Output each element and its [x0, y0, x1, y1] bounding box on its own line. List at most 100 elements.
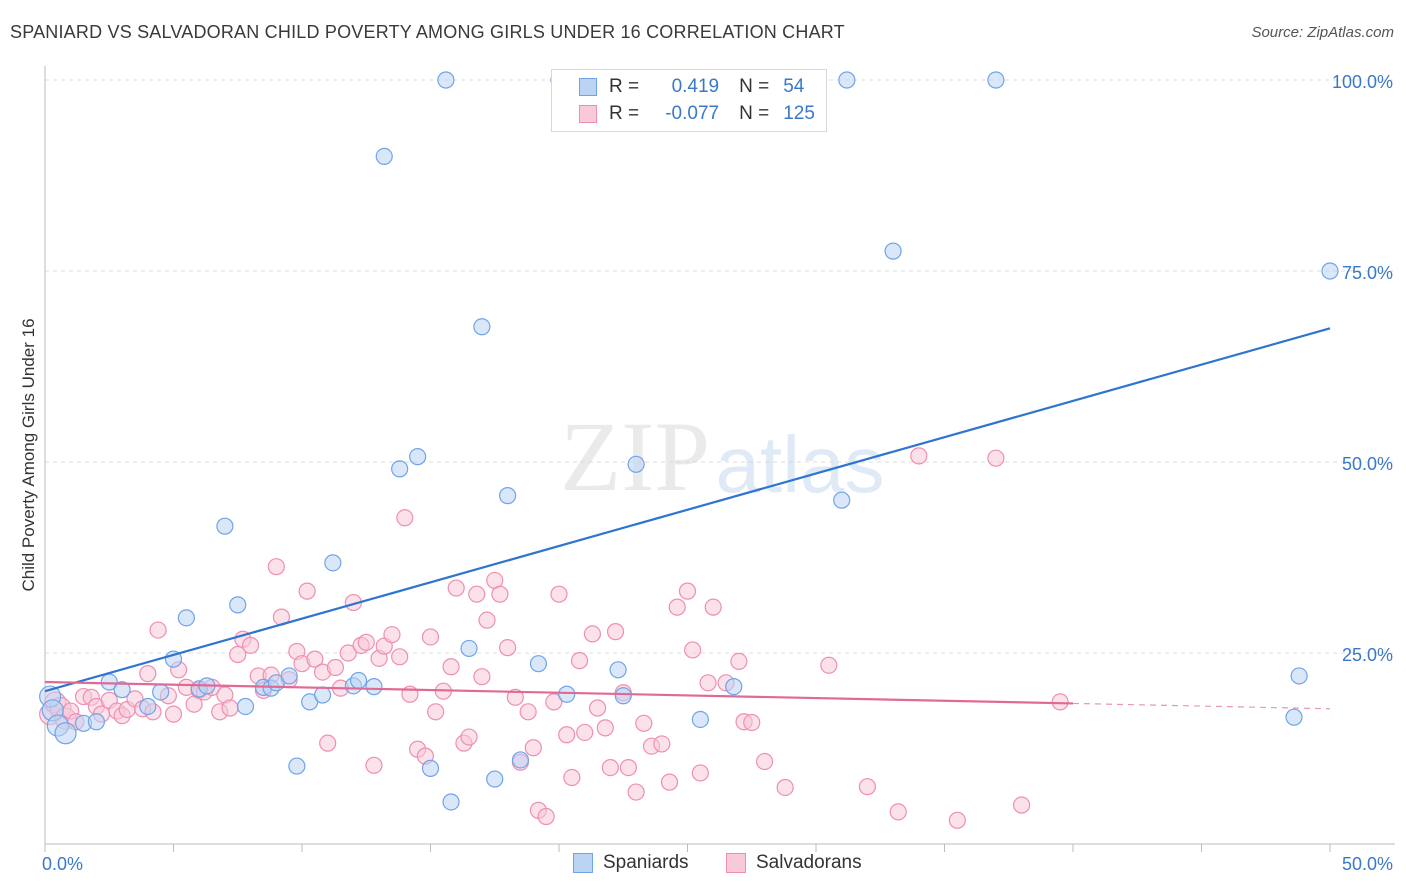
stats-legend: R = 0.419 N = 54 R = -0.077 N = 125 — [551, 69, 827, 132]
spaniards-point — [473, 318, 491, 336]
salvadorans-point — [545, 693, 563, 711]
salvadorans-point — [660, 773, 679, 791]
x-tick-label: 0.0% — [42, 854, 83, 874]
salvadorans-point — [391, 648, 409, 666]
spaniards-point — [1290, 667, 1308, 685]
salvadorans-point — [319, 734, 337, 752]
salvadorans-point — [601, 758, 620, 777]
salvadorans-point — [570, 652, 589, 670]
salvadorans-swatch — [579, 105, 597, 123]
salvadorans-point — [357, 633, 375, 651]
salvadorans-points — [39, 447, 1069, 829]
salvadorans-point — [139, 665, 157, 683]
salvadorans-trend-line-extrapolated — [1072, 702, 1331, 710]
spaniards-point — [324, 554, 342, 572]
spaniards-point — [838, 71, 856, 89]
stats-row-salvadorans: R = -0.077 N = 125 — [552, 101, 815, 127]
salvadorans-trend-line — [44, 680, 1074, 705]
n-label: N = — [739, 76, 770, 97]
salvadorans-point — [563, 768, 581, 787]
spaniards-point — [614, 687, 632, 705]
spaniards-point — [627, 455, 645, 473]
salvadorans-point — [704, 598, 722, 616]
tick-labels: 25.0% 50.0% 75.0% 100.0% 0.0% 50.0% — [42, 72, 1393, 874]
salvadorans-point — [588, 699, 607, 717]
salvadorans-point — [699, 674, 717, 692]
spaniards-point — [442, 793, 460, 811]
salvadorans-point — [339, 644, 357, 662]
spaniards-point — [421, 759, 440, 777]
spaniards-point — [529, 655, 548, 673]
legend-label: Spaniards — [603, 852, 689, 873]
source-label: Source: ZipAtlas.com — [1251, 24, 1394, 41]
salvadorans-point — [755, 752, 774, 771]
n-value: 54 — [783, 76, 805, 97]
n-label: N = — [739, 103, 770, 124]
spaniards-point — [229, 596, 247, 614]
salvadorans-point — [550, 585, 568, 603]
spaniards-point — [391, 460, 409, 478]
salvadorans-point — [678, 582, 697, 600]
legend-label: Salvadorans — [756, 852, 862, 873]
salvadorans-point — [478, 611, 496, 629]
salvadorans-point — [421, 628, 440, 646]
salvadorans-point — [447, 579, 465, 597]
spaniards-point — [437, 71, 455, 89]
salvadorans-point — [491, 585, 509, 603]
salvadorans-point — [524, 739, 542, 757]
spaniards-point — [139, 697, 157, 716]
y-tick-label: 75.0% — [1342, 263, 1393, 283]
spaniards-point — [725, 678, 743, 696]
salvadorans-point — [229, 645, 247, 664]
x-tick-label: 50.0% — [1342, 854, 1393, 874]
spaniards-point — [87, 713, 106, 731]
salvadorans-point — [442, 658, 460, 676]
salvadorans-point — [537, 807, 555, 826]
spaniards-points — [39, 71, 1339, 811]
r-label: R = — [609, 76, 640, 97]
r-label: R = — [609, 103, 640, 124]
y-axis-label: Child Poverty Among Girls Under 16 — [19, 318, 38, 592]
spaniards-trend-line — [44, 327, 1331, 693]
salvadorans-swatch — [726, 853, 746, 873]
salvadorans-point — [619, 758, 637, 777]
spaniards-point — [1285, 708, 1303, 726]
spaniards-point — [558, 685, 576, 703]
salvadorans-point — [1051, 693, 1069, 711]
salvadorans-point — [627, 783, 645, 801]
salvadorans-point — [306, 650, 324, 668]
trend-lines — [44, 327, 1331, 710]
salvadorans-point — [889, 803, 907, 821]
salvadorans-point — [606, 623, 625, 641]
spaniards-point — [691, 710, 709, 729]
salvadorans-point — [583, 625, 602, 643]
salvadorans-point — [468, 585, 486, 603]
spaniards-point — [365, 678, 383, 696]
n-value: 125 — [783, 103, 815, 124]
spaniards-point — [177, 609, 195, 627]
salvadorans-point — [326, 658, 345, 677]
salvadorans-point — [473, 668, 491, 686]
chart-title: SPANIARD VS SALVADORAN CHILD POVERTY AMO… — [10, 22, 845, 42]
salvadorans-point — [948, 811, 966, 829]
spaniards-point — [280, 667, 298, 685]
legend-item-salvadorans[interactable]: Salvadorans — [726, 852, 862, 874]
salvadorans-point — [242, 636, 260, 654]
legend-item-spaniards[interactable]: Spaniards — [573, 852, 689, 874]
salvadorans-point — [635, 714, 653, 732]
spaniards-point — [511, 751, 530, 769]
r-value: -0.077 — [665, 103, 720, 124]
series-legend: Spaniards Salvadorans — [0, 852, 1406, 876]
r-value: 0.419 — [671, 76, 720, 97]
salvadorans-point — [396, 509, 414, 527]
spaniards-point — [113, 681, 131, 699]
salvadorans-point — [519, 703, 537, 721]
salvadorans-point — [164, 705, 183, 723]
spaniards-point — [349, 671, 368, 690]
salvadorans-point — [743, 713, 761, 732]
salvadorans-point — [499, 639, 517, 657]
spaniards-point — [216, 517, 234, 535]
y-tick-label: 25.0% — [1342, 645, 1393, 665]
spaniards-point — [288, 757, 306, 775]
